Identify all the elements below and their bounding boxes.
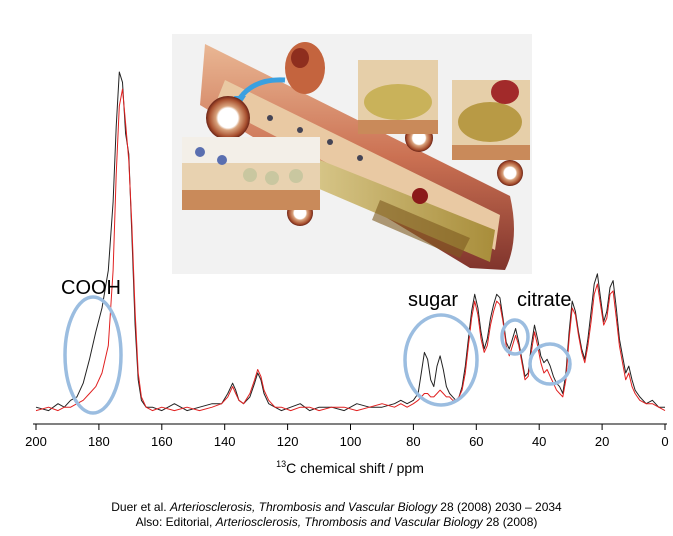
x-tick-label: 160 [151,434,173,449]
citrate-highlight-ellipse-1 [500,318,530,356]
citation-1-prefix: Duer et al. [111,500,170,514]
spectrum-series-line-2 [35,88,666,412]
x-tick-label: 100 [340,434,362,449]
citation-1-journal: Arteriosclerosis, Thrombosis and Vascula… [169,500,437,514]
x-tick-label: 20 [595,434,609,449]
citation-line-2: Also: Editorial, Arteriosclerosis, Throm… [0,515,673,529]
x-tick-label: 0 [661,434,668,449]
x-tick-label: 60 [469,434,483,449]
artery-plaque-illustration-icon [172,34,532,274]
x-tick-label: 140 [214,434,236,449]
spectrum-series [35,71,666,412]
x-tick-label: 180 [88,434,110,449]
citation-2-suffix: 28 (2008) [482,515,538,529]
cooh-label: COOH [61,277,121,299]
cooh-highlight-ellipse [63,295,123,415]
x-tick-label: 80 [406,434,420,449]
x-tick-label: 200 [25,434,47,449]
citation-2-journal: Arteriosclerosis, Thrombosis and Vascula… [215,515,483,529]
spectrum-series-line-1 [35,71,665,412]
citrate-highlight-ellipse-2 [528,342,572,386]
x-tick-label: 40 [532,434,546,449]
x-axis-label-text: C chemical shift / ppm [286,460,424,476]
x-tick-label: 120 [277,434,299,449]
citation-2-prefix: Also: Editorial, [135,515,216,529]
citation-1-suffix: 28 (2008) 2030 – 2034 [436,500,562,514]
highlight-ellipses [63,295,572,415]
sugar-highlight-ellipse [403,313,479,407]
citrate-label: citrate [517,289,571,311]
x-axis-label-sup: 13 [276,459,286,469]
nmr-spectrum-chart: 200 180 160 140 120 100 80 60 40 20 0 COOH sugar c… [25,34,669,476]
x-axis-ticks: 200 180 160 140 120 100 80 60 40 20 0 [25,424,669,449]
sugar-label: sugar [408,289,458,311]
x-axis-label: 13C chemical shift / ppm [276,459,424,476]
citation-line-1: Duer et al. Arteriosclerosis, Thrombosis… [0,500,673,514]
